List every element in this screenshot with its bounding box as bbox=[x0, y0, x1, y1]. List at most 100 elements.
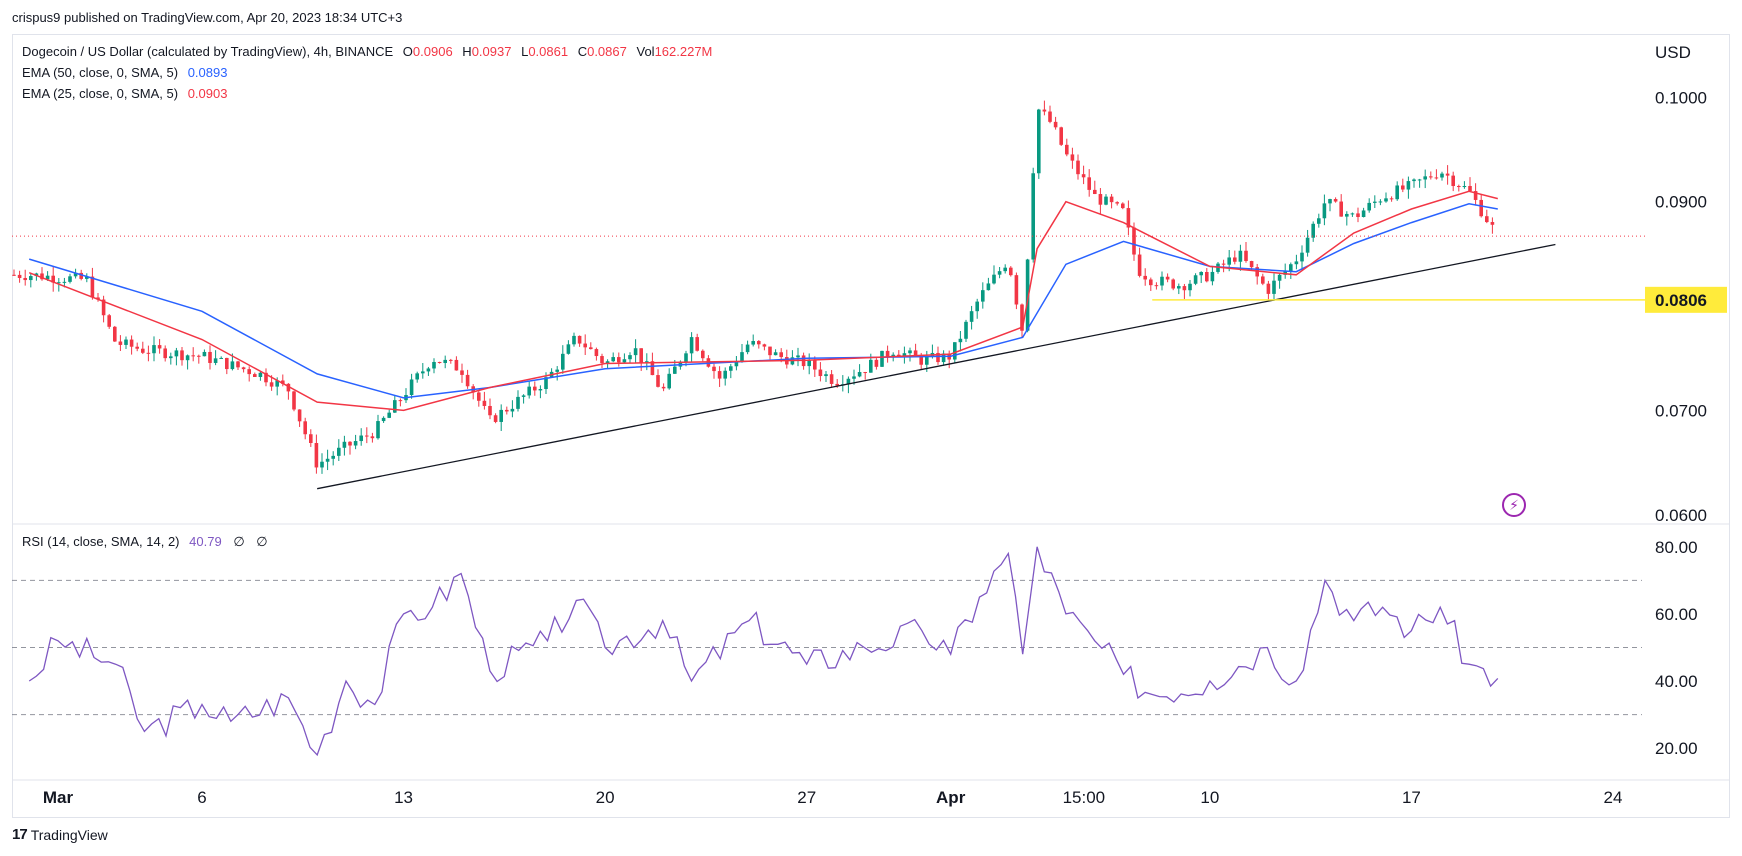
rsi-tick-label: 40.00 bbox=[1655, 672, 1698, 691]
candle-body bbox=[605, 361, 610, 364]
candle-body bbox=[1154, 285, 1159, 287]
candle-body bbox=[398, 400, 403, 402]
candle-body bbox=[191, 355, 195, 357]
low-value: 0.0861 bbox=[528, 44, 569, 59]
candle-body bbox=[432, 361, 436, 369]
tradingview-name: TradingView bbox=[30, 826, 108, 843]
candle-body bbox=[1350, 213, 1355, 215]
ema50-value: 0.0893 bbox=[187, 65, 228, 80]
candle-body bbox=[163, 348, 167, 359]
candle-body bbox=[208, 351, 212, 363]
candle-body bbox=[73, 272, 78, 277]
candle-body bbox=[650, 361, 655, 376]
candle-body bbox=[1014, 275, 1019, 305]
candle-body bbox=[852, 376, 856, 379]
candle-body bbox=[169, 356, 173, 359]
candle-body bbox=[465, 374, 470, 387]
candle-body bbox=[1020, 304, 1024, 331]
candle-body bbox=[628, 355, 632, 360]
open-value: 0.0906 bbox=[412, 44, 453, 59]
open-label: O bbox=[402, 44, 413, 59]
candle-body bbox=[1081, 174, 1086, 178]
candle-body bbox=[846, 378, 851, 385]
candle-body bbox=[818, 369, 823, 377]
volume-value: 162.227M bbox=[654, 44, 713, 59]
candle-body bbox=[751, 341, 755, 345]
candle-body bbox=[348, 441, 352, 446]
candle-body bbox=[723, 370, 727, 379]
candle-body bbox=[936, 352, 940, 363]
candle-body bbox=[1042, 109, 1047, 112]
candle-body bbox=[600, 356, 604, 364]
candle-body bbox=[1272, 280, 1276, 294]
candle-body bbox=[286, 383, 291, 392]
candle-body bbox=[454, 359, 459, 371]
candle-body bbox=[1479, 199, 1483, 217]
candle-body bbox=[1149, 279, 1153, 286]
candle-body bbox=[370, 436, 375, 439]
candle-body bbox=[561, 353, 565, 370]
candle-body bbox=[740, 352, 744, 362]
candle-body bbox=[773, 352, 778, 356]
candle-body bbox=[908, 350, 912, 354]
candle-body bbox=[253, 374, 257, 377]
candle-body bbox=[1025, 259, 1030, 331]
candle-body bbox=[684, 353, 688, 362]
candle-body bbox=[241, 367, 246, 370]
candle-body bbox=[857, 372, 862, 377]
candle-body bbox=[1087, 177, 1091, 190]
ema50-legend: EMA (50, close, 0, SMA, 5) 0.0893 bbox=[22, 65, 227, 80]
candle-body bbox=[1003, 267, 1007, 272]
candle-body bbox=[667, 373, 671, 389]
candle-body bbox=[23, 277, 27, 281]
candle-body bbox=[219, 357, 223, 359]
candle-body bbox=[320, 461, 324, 468]
candle-body bbox=[247, 369, 251, 375]
x-tick-label: 10 bbox=[1200, 788, 1219, 807]
candle-body bbox=[146, 352, 151, 354]
rsi-legend: RSI (14, close, SMA, 14, 2) 40.79 ∅ ∅ bbox=[22, 534, 268, 550]
candle-body bbox=[510, 408, 515, 412]
candle-body bbox=[359, 435, 363, 442]
candle-body bbox=[1378, 201, 1383, 203]
candle-body bbox=[1109, 196, 1114, 203]
candle-body bbox=[180, 350, 184, 361]
candle-body bbox=[437, 361, 442, 364]
candle-body bbox=[902, 353, 907, 358]
candle-body bbox=[913, 350, 918, 356]
candle-body bbox=[1053, 121, 1058, 128]
candle-body bbox=[387, 412, 391, 418]
candle-body bbox=[661, 386, 666, 389]
support-price-badge bbox=[1645, 286, 1727, 313]
candle-body bbox=[958, 338, 963, 343]
candle-body bbox=[874, 359, 879, 367]
x-tick-label: Apr bbox=[936, 788, 966, 807]
candle-body bbox=[734, 361, 739, 367]
candle-body bbox=[1451, 175, 1455, 187]
candle-body bbox=[768, 346, 772, 356]
candle-body bbox=[230, 361, 235, 370]
candle-body bbox=[297, 409, 302, 422]
candle-body bbox=[969, 311, 974, 322]
candle-body bbox=[611, 357, 615, 362]
candle-body bbox=[1317, 218, 1321, 224]
candle-body bbox=[1361, 210, 1366, 218]
candle-body bbox=[583, 343, 587, 348]
candle-body bbox=[51, 275, 55, 283]
candle-body bbox=[1126, 208, 1131, 228]
candle-body bbox=[639, 348, 643, 364]
candle-body bbox=[45, 275, 50, 280]
candle-body bbox=[891, 354, 895, 357]
candle-body bbox=[1121, 203, 1125, 209]
candle-body bbox=[1401, 185, 1405, 190]
lightning-icon[interactable]: ⚡ bbox=[1502, 493, 1526, 517]
candle-body bbox=[1076, 160, 1080, 175]
low-label: L bbox=[521, 44, 529, 59]
candle-body bbox=[533, 386, 537, 391]
candle-body bbox=[941, 353, 946, 363]
candle-body bbox=[1098, 194, 1103, 205]
tradingview-brand[interactable]: 17 TradingView bbox=[12, 826, 108, 843]
candle-body bbox=[1182, 286, 1187, 291]
candle-body bbox=[589, 347, 593, 350]
